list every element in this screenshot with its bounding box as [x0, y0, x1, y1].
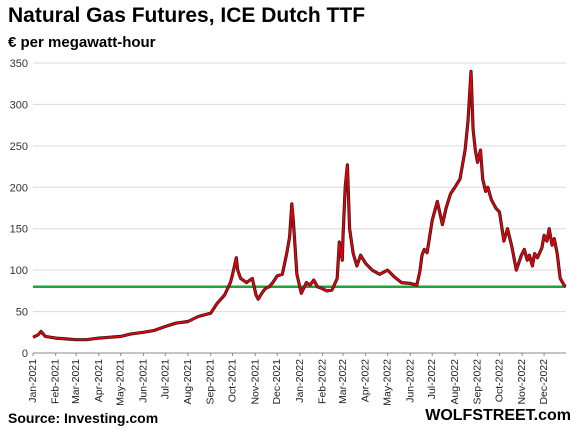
source-label: Source: Investing.com — [8, 410, 159, 426]
x-tick-label: May-2021 — [115, 359, 127, 406]
x-tick-label: Feb-2022 — [317, 359, 329, 404]
x-tick-label: Oct-2021 — [227, 359, 239, 402]
y-tick-label: 300 — [10, 99, 28, 111]
brand-label: WOLFSTREET.com — [425, 407, 571, 424]
x-tick-label: Aug-2022 — [449, 359, 461, 405]
x-tick-label: Aug-2021 — [182, 359, 194, 405]
y-tick-label: 100 — [10, 265, 28, 277]
x-tick-label: Jan-2021 — [27, 359, 39, 403]
series-outline — [32, 69, 567, 342]
x-tick-label: Feb-2021 — [50, 359, 62, 404]
x-tick-label: Oct-2022 — [493, 359, 505, 402]
x-tick-label: May-2022 — [382, 359, 394, 406]
y-tick-label: 50 — [16, 307, 28, 319]
y-tick-label: 350 — [10, 58, 28, 70]
x-tick-label: Jul-2022 — [426, 359, 438, 399]
series-line — [32, 70, 566, 341]
x-tick-label: Sep-2022 — [472, 359, 484, 405]
x-tick-label: Jun-2021 — [137, 359, 149, 403]
x-tick-label: Dec-2022 — [538, 359, 550, 405]
x-tick-label: Nov-2021 — [249, 359, 261, 405]
x-tick-label: Sep-2021 — [205, 359, 217, 405]
x-tick-label: Nov-2022 — [516, 359, 528, 405]
x-tick-label: Apr-2022 — [360, 359, 372, 402]
x-tick-label: Jan-2022 — [294, 359, 306, 403]
y-tick-label: 250 — [10, 141, 28, 153]
x-tick-label: Apr-2021 — [93, 359, 105, 402]
chart-title: Natural Gas Futures, ICE Dutch TTF — [8, 4, 366, 27]
y-tick-label: 200 — [10, 182, 28, 194]
x-tick-label: Jul-2021 — [159, 359, 171, 399]
y-tick-label: 0 — [22, 348, 28, 360]
y-tick-label: 150 — [10, 224, 28, 236]
x-tick-label: Mar-2021 — [70, 359, 82, 404]
chart-subtitle: € per megawatt-hour — [8, 34, 156, 51]
x-tick-label: Jun-2022 — [404, 359, 416, 403]
x-tick-label: Dec-2021 — [271, 359, 283, 405]
x-tick-label: Mar-2022 — [337, 359, 349, 404]
